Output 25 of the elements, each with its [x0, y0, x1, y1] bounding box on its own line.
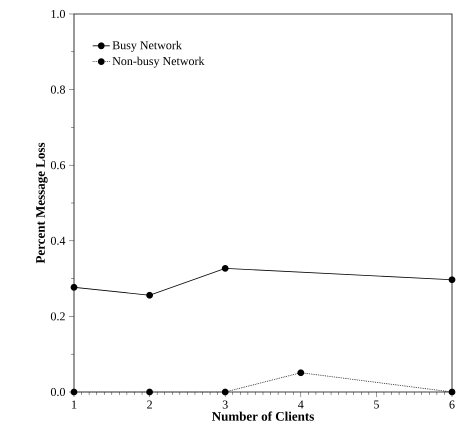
legend-label: Non-busy Network	[112, 56, 205, 68]
x-axis-title: Number of Clients	[212, 411, 314, 421]
point	[448, 276, 456, 284]
y-tick-label: 0.6	[50, 161, 66, 170]
legend-label: Busy Network	[112, 40, 182, 52]
y-axis-title: Percent Message Loss	[36, 142, 48, 264]
y-tick-label: 0.0	[50, 388, 66, 396]
y-tick-label: 0.2	[50, 312, 65, 320]
point	[70, 388, 78, 396]
point	[297, 369, 304, 376]
point	[448, 388, 456, 396]
y-tick-label: 0.4	[50, 236, 66, 245]
x-tick-label: 5	[374, 400, 379, 408]
x-tick-label: 3	[222, 400, 228, 409]
y-tick-label: 1.0	[52, 10, 66, 18]
point	[70, 284, 78, 291]
point	[222, 264, 229, 272]
point	[146, 388, 154, 396]
point	[222, 388, 229, 396]
x-tick-label: 2	[147, 400, 152, 408]
x-tick-label: 1	[72, 400, 76, 408]
point	[146, 292, 154, 299]
x-tick-label: 6	[450, 400, 455, 409]
y-tick-label: 0.8	[50, 86, 66, 94]
x-tick-label: 4	[298, 400, 304, 408]
